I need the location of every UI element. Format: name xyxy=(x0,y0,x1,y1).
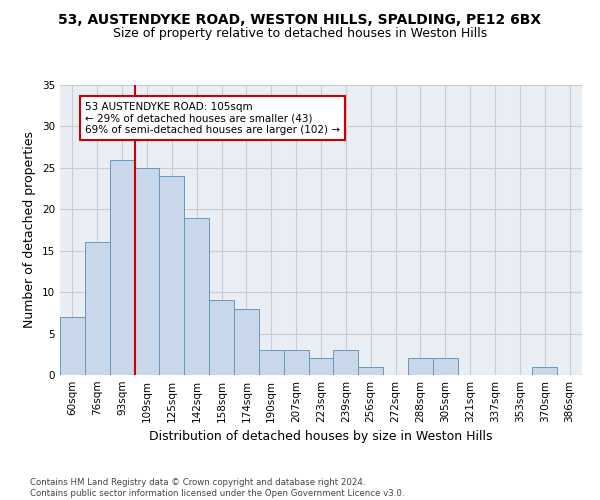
Text: Size of property relative to detached houses in Weston Hills: Size of property relative to detached ho… xyxy=(113,28,487,40)
Bar xyxy=(85,242,110,375)
Bar xyxy=(308,358,334,375)
Bar xyxy=(234,308,259,375)
Bar xyxy=(209,300,234,375)
Y-axis label: Number of detached properties: Number of detached properties xyxy=(23,132,37,328)
Bar xyxy=(134,168,160,375)
Text: 53, AUSTENDYKE ROAD, WESTON HILLS, SPALDING, PE12 6BX: 53, AUSTENDYKE ROAD, WESTON HILLS, SPALD… xyxy=(58,12,542,26)
Bar xyxy=(160,176,184,375)
Bar xyxy=(532,366,557,375)
Bar xyxy=(358,366,383,375)
Text: 53 AUSTENDYKE ROAD: 105sqm
← 29% of detached houses are smaller (43)
69% of semi: 53 AUSTENDYKE ROAD: 105sqm ← 29% of deta… xyxy=(85,102,340,135)
Bar xyxy=(259,350,284,375)
Bar xyxy=(184,218,209,375)
Bar xyxy=(334,350,358,375)
Bar xyxy=(433,358,458,375)
Bar xyxy=(284,350,308,375)
Bar xyxy=(408,358,433,375)
Bar xyxy=(110,160,134,375)
Text: Contains HM Land Registry data © Crown copyright and database right 2024.
Contai: Contains HM Land Registry data © Crown c… xyxy=(30,478,404,498)
Bar xyxy=(60,317,85,375)
X-axis label: Distribution of detached houses by size in Weston Hills: Distribution of detached houses by size … xyxy=(149,430,493,444)
